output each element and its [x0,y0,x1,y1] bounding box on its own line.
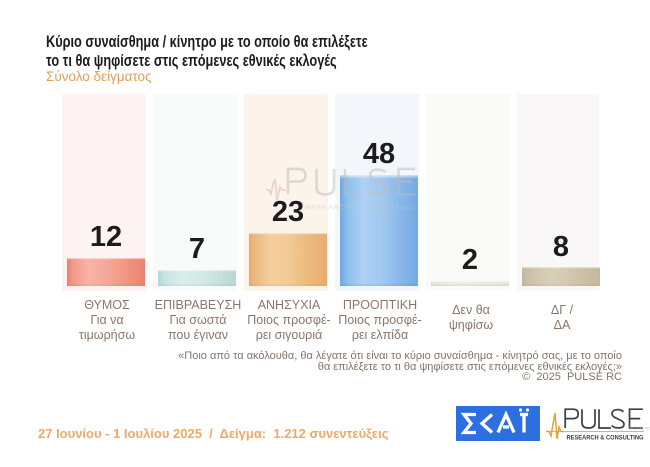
svg-text:RESEARCH & CONSULTING: RESEARCH & CONSULTING [305,205,415,212]
svg-text:RESEARCH & CONSULTING: RESEARCH & CONSULTING [567,435,644,442]
svg-text:ΕΡΕΥΝΕΣ ΑΓΟΡΑΣ: ΕΡΕΥΝΕΣ ΑΓΟΡΑΣ [629,426,650,430]
